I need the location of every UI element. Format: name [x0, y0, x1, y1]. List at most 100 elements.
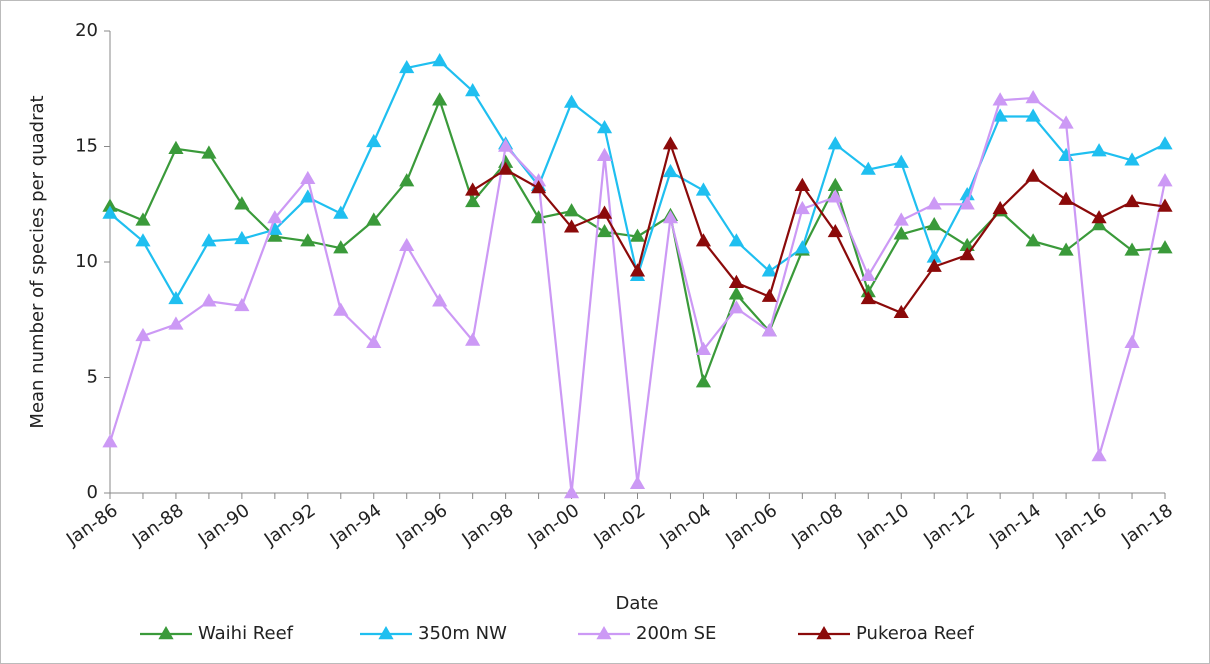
data-point [1124, 152, 1140, 166]
data-point [267, 221, 283, 235]
data-point [761, 323, 777, 337]
data-point [926, 249, 942, 263]
data-point [1025, 168, 1041, 182]
data-point [563, 94, 580, 108]
data-point [662, 136, 679, 150]
data-point [860, 290, 876, 305]
data-point [1025, 108, 1041, 122]
legend-marker [816, 626, 832, 640]
data-point [728, 300, 745, 314]
data-point [695, 182, 712, 196]
data-point [1058, 115, 1074, 129]
data-point [465, 193, 481, 208]
data-point [893, 304, 909, 319]
legend-label: 350m NW [418, 623, 507, 644]
data-point [662, 163, 679, 178]
data-point [135, 233, 151, 247]
data-point [1058, 191, 1074, 205]
data-point [333, 240, 349, 254]
data-point [1025, 89, 1041, 104]
data-point [1124, 242, 1140, 256]
data-point [399, 59, 415, 74]
data-point [596, 205, 613, 219]
data-point [1025, 233, 1041, 247]
data-point [201, 293, 217, 307]
y-tick-label: 20 [75, 20, 98, 41]
data-point [465, 332, 481, 346]
data-point [992, 92, 1008, 106]
data-point [893, 212, 909, 226]
data-point [596, 223, 613, 238]
data-point [695, 233, 712, 247]
data-point [596, 147, 613, 161]
data-point [530, 180, 547, 194]
data-point [596, 120, 613, 134]
data-point [300, 170, 316, 185]
data-point [629, 263, 646, 277]
y-tick-label: 10 [75, 251, 98, 272]
data-point [300, 189, 316, 203]
data-point [959, 187, 975, 201]
data-point [1091, 143, 1107, 157]
y-tick-label: 15 [75, 136, 98, 157]
data-point [893, 226, 909, 240]
data-point [827, 136, 843, 150]
data-point [926, 217, 942, 231]
data-point [926, 258, 942, 272]
data-point [432, 53, 448, 67]
data-point [827, 189, 843, 203]
data-point [530, 173, 547, 187]
data-point [1058, 242, 1074, 256]
data-point [695, 374, 712, 388]
data-point [498, 138, 514, 152]
data-point [333, 302, 349, 316]
data-point [201, 233, 217, 247]
data-point [267, 210, 283, 224]
data-point [563, 203, 580, 217]
data-point [629, 475, 646, 489]
data-point [168, 290, 184, 305]
data-point [168, 140, 184, 155]
data-point [168, 316, 184, 330]
data-point [1124, 334, 1140, 349]
data-point [794, 240, 810, 254]
data-point [366, 334, 382, 349]
data-point [333, 205, 349, 219]
legend-label: 200m SE [636, 623, 716, 644]
data-point [728, 274, 745, 288]
data-point [860, 161, 876, 175]
data-point [1124, 193, 1140, 208]
data-point [1157, 240, 1173, 254]
data-point [761, 288, 777, 302]
data-point [563, 485, 580, 499]
y-axis-label: Mean number of species per quadrat [27, 95, 48, 428]
data-point [860, 284, 876, 298]
data-point [399, 237, 415, 252]
data-point [728, 233, 745, 247]
data-point [926, 196, 942, 210]
data-point [761, 263, 777, 277]
data-point [662, 210, 679, 224]
data-point [860, 267, 876, 282]
data-point [959, 247, 975, 261]
data-point [102, 205, 118, 219]
legend-marker [158, 626, 174, 640]
data-point [827, 177, 843, 191]
data-point [498, 161, 514, 175]
data-point [234, 230, 250, 245]
data-point [432, 92, 448, 106]
data-point [893, 154, 909, 168]
data-point [267, 228, 283, 242]
data-point [234, 297, 250, 312]
legend-marker [378, 626, 394, 640]
y-tick-label: 0 [87, 482, 98, 503]
data-point [1157, 198, 1173, 212]
data-point [1091, 448, 1107, 462]
data-point [234, 196, 250, 210]
data-point [1091, 217, 1107, 231]
data-point [102, 434, 118, 448]
data-point [465, 182, 481, 196]
data-point [135, 327, 151, 342]
data-point [432, 293, 448, 307]
